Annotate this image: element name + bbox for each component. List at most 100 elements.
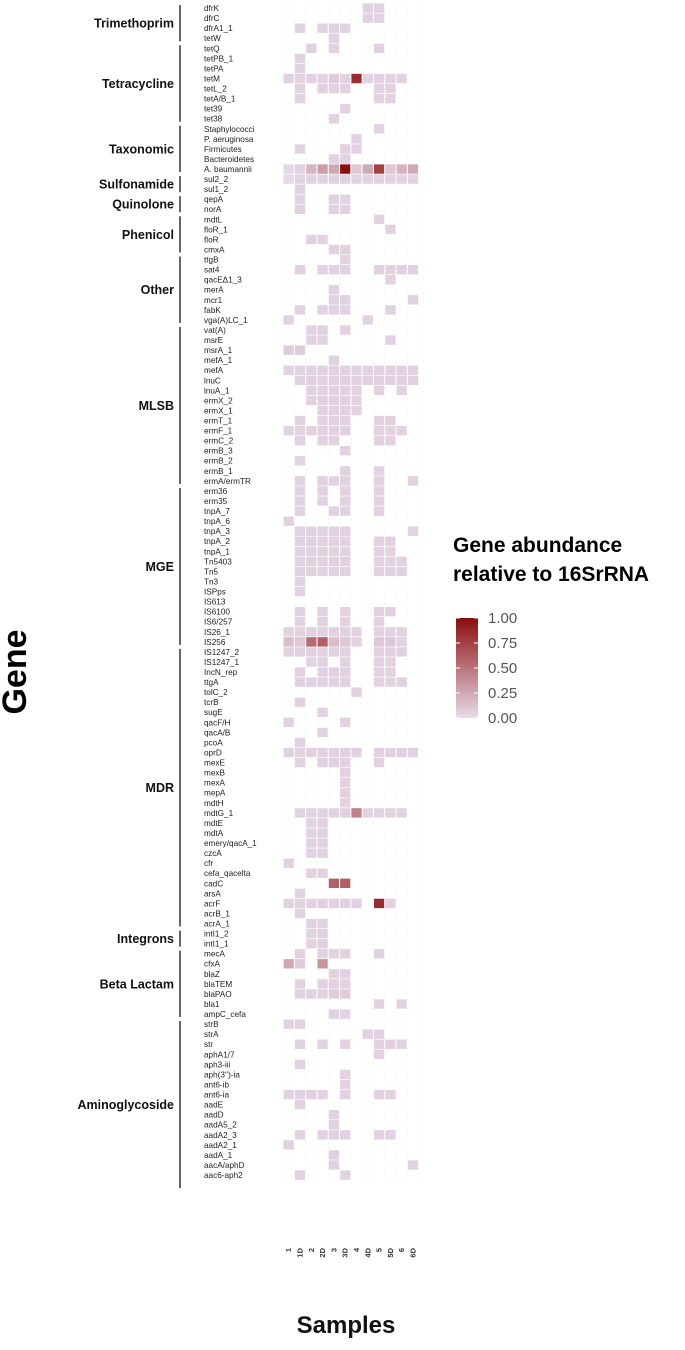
heatmap-cell (340, 395, 351, 406)
gene-label: qacEΔ1_3 (204, 276, 242, 285)
heatmap-cell (328, 556, 339, 567)
heatmap-cell (328, 285, 339, 295)
heatmap-cell (294, 556, 306, 567)
heatmap-cell (328, 476, 339, 486)
heatmap-cell (340, 83, 351, 94)
heatmap-cell (374, 496, 385, 506)
gene-label: cefa_qacelta (204, 869, 251, 878)
gene-label: dfrK (204, 4, 220, 13)
heatmap-cell (328, 33, 339, 43)
heatmap-cell (340, 194, 351, 204)
heatmap-cell (294, 73, 306, 84)
gene-label: tetQ (204, 44, 219, 53)
gene-label: msrE (204, 336, 224, 345)
heatmap-cell (294, 345, 306, 355)
group-label: Trimethoprim (94, 17, 174, 31)
heatmap-cell (340, 164, 351, 174)
heatmap-cell (340, 808, 351, 818)
heatmap-cell (385, 224, 396, 235)
heatmap-cell (317, 938, 328, 949)
heatmap-cell (294, 506, 306, 516)
gene-label: dfrA1_1 (204, 24, 233, 33)
heatmap-cell (294, 365, 306, 375)
heatmap-cell (328, 174, 339, 184)
heatmap-cell (317, 415, 328, 426)
heatmap-cell (340, 566, 351, 577)
gene-label: ermX_1 (204, 406, 233, 415)
heatmap-cell (294, 305, 306, 315)
heatmap-cell (306, 1089, 317, 1100)
heatmap-cell (385, 365, 396, 375)
gene-label: aadA2_3 (204, 1131, 237, 1140)
heatmap-cell (317, 536, 328, 546)
heatmap-cell (306, 556, 317, 567)
heatmap-cell (306, 808, 317, 818)
heatmap-cell (317, 325, 328, 335)
heatmap-cell (351, 385, 362, 396)
gene-label: erm36 (204, 487, 228, 496)
heatmap-cell (396, 647, 407, 657)
heatmap-cell (374, 637, 385, 647)
gene-label: mdtE (204, 819, 224, 828)
gene-label: tnpA_3 (204, 527, 230, 536)
heatmap-cell (340, 1079, 351, 1090)
heatmap-cell (294, 737, 306, 748)
group-label: Sulfonamide (99, 178, 174, 192)
heatmap-cell (317, 486, 328, 496)
heatmap-cell (407, 164, 419, 174)
heatmap-cell (374, 73, 385, 84)
heatmap-cell (317, 637, 328, 647)
gene-label: IS1247_2 (204, 648, 240, 657)
heatmap-cell (294, 1170, 306, 1180)
gene-label: ISPps (204, 588, 226, 597)
group-label: Aminoglycoside (77, 1098, 174, 1112)
heatmap-cell (306, 989, 317, 999)
heatmap-cell (385, 898, 396, 909)
heatmap-cell (351, 144, 362, 154)
heatmap-cell (340, 466, 351, 476)
gene-label: IS613 (204, 598, 226, 607)
heatmap-cell (407, 526, 419, 536)
sample-tick-label: 4 (352, 1247, 361, 1252)
heatmap-cell (328, 898, 339, 909)
heatmap-cell (317, 707, 328, 717)
gene-label: ermB_3 (204, 447, 233, 456)
heatmap-cell (317, 667, 328, 677)
heatmap-cell (340, 657, 351, 667)
heatmap-cell (362, 315, 373, 325)
heatmap-cell (317, 1130, 328, 1140)
heatmap-cell (306, 43, 317, 54)
gene-label: tetW (204, 34, 221, 43)
heatmap-cell (306, 657, 317, 667)
heatmap-cell (328, 43, 339, 54)
heatmap-cell (385, 73, 396, 84)
heatmap-cell (328, 747, 339, 758)
heatmap-cell (328, 415, 339, 426)
gene-label: mdtA (204, 829, 224, 838)
heatmap-cell (317, 174, 328, 184)
heatmap-cell (294, 627, 306, 637)
heatmap-cell (317, 1039, 328, 1049)
gene-label: lnuA_1 (204, 386, 230, 395)
heatmap-cell (328, 757, 339, 768)
gene-label: ermT_1 (204, 416, 233, 425)
heatmap-cell (374, 415, 385, 426)
heatmap-cell (351, 73, 362, 84)
heatmap-cell (340, 767, 351, 778)
heatmap-cell (328, 878, 339, 889)
heatmap-cell (374, 657, 385, 667)
heatmap-cell (340, 104, 351, 114)
gene-label: mecA (204, 950, 225, 959)
heatmap-cell (396, 627, 407, 637)
y-axis-title: Gene (0, 629, 34, 714)
heatmap-cell (317, 928, 328, 939)
heatmap-cell (385, 657, 396, 667)
heatmap-cell (396, 174, 407, 184)
heatmap-cell (328, 305, 339, 315)
gene-label: Tn3 (204, 577, 219, 586)
heatmap-cell (294, 425, 306, 436)
heatmap-cell (385, 435, 396, 446)
heatmap-cell (306, 938, 317, 949)
heatmap-cell (374, 808, 385, 818)
heatmap-cell (407, 174, 419, 184)
